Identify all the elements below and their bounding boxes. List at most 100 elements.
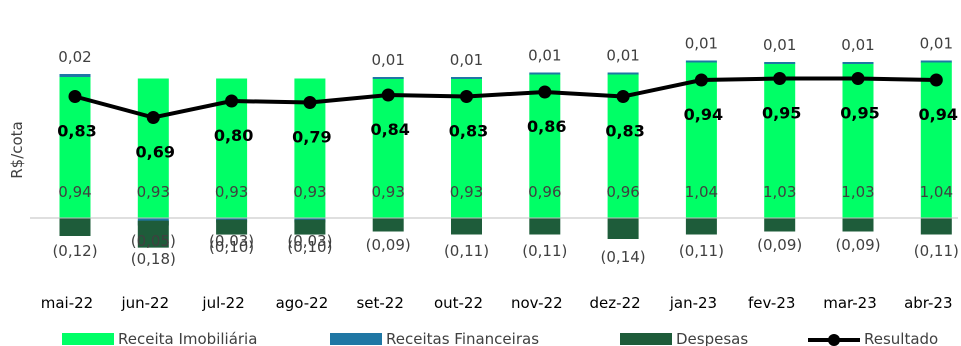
label-despesas: (0,09) (366, 236, 411, 254)
bar-receita-imobiliaria (920, 62, 952, 218)
bar-receitas-financeiras (372, 77, 404, 79)
bar-despesas (294, 219, 326, 235)
bar-receitas-financeiras (607, 72, 639, 75)
bar-receitas-financeiras (59, 74, 91, 77)
bar-receitas-financeiras (685, 60, 717, 63)
resultado-line (74, 76, 937, 120)
resultado-point (225, 94, 239, 108)
bar-receita-imobiliaria (372, 78, 404, 218)
label-despesas: (0,11) (914, 242, 959, 260)
label-resultado: 0,84 (370, 120, 409, 139)
resultado-point (303, 96, 317, 109)
bar-despesas (842, 218, 874, 232)
x-tick-label: ago-22 (276, 294, 329, 312)
label-resultado: 0,69 (136, 143, 175, 162)
x-tick-label: jul-22 (201, 294, 244, 312)
x-tick-label: set-22 (356, 294, 403, 312)
bar-receita-imobiliaria (685, 62, 717, 218)
label-resultado: 0,94 (919, 105, 958, 124)
resultado-point (694, 73, 708, 87)
label-receitas-financeiras: (0,03) (287, 232, 332, 250)
bar-receitas-financeiras (451, 77, 482, 79)
bar-despesas (216, 219, 248, 235)
label-despesas: (0,11) (444, 242, 489, 260)
bar-receitas-financeiras (920, 60, 952, 63)
bar-despesas (920, 218, 952, 235)
label-despesas: (0,10) (209, 238, 254, 256)
x-tick-label: abr-23 (904, 294, 952, 312)
label-receitas-financeiras: (0,05) (131, 232, 176, 250)
resultado-point (616, 90, 630, 103)
bar-despesas (372, 218, 404, 232)
label-receitas-financeiras: 0,01 (685, 35, 718, 53)
label-receita-imobiliaria: 1,03 (763, 183, 796, 201)
x-tick-label: mai-22 (41, 294, 93, 312)
label-receita-imobiliaria: 0,94 (58, 183, 91, 201)
resultado-point (146, 111, 160, 124)
label-resultado: 0,83 (449, 122, 488, 141)
label-resultado: 0,79 (292, 128, 331, 147)
label-resultado: 0,83 (605, 122, 644, 141)
bar-despesas (685, 218, 717, 235)
label-despesas: (0,12) (52, 242, 97, 260)
x-tick-label: fev-23 (748, 294, 795, 312)
resultado-point (381, 88, 395, 102)
label-receita-imobiliaria: 1,04 (685, 183, 718, 201)
label-despesas: (0,09) (835, 236, 880, 254)
data-labels-layer: 0,94 0,02 (0,12) 0,93 (0,05)(0,18) 0,93 (0,03)… (52, 35, 958, 269)
legend-label: Receita Imobiliária (118, 330, 257, 346)
legend-label: Resultado (864, 330, 938, 346)
label-receita-imobiliaria: 0,96 (528, 183, 561, 201)
label-receita-imobiliaria: 1,04 (920, 183, 953, 201)
x-axis-ticks: mai-22 jun-22 jul-22 ago-22 set-22 out-22 nov-… (41, 294, 953, 312)
legend-swatch (330, 333, 382, 345)
label-receita-imobiliaria: 0,93 (215, 183, 248, 201)
bar-despesas (137, 220, 169, 248)
bar-receitas-financeiras (529, 72, 561, 75)
bar-despesas (451, 218, 482, 235)
resultado-point (851, 72, 865, 85)
label-receitas-financeiras: 0,01 (841, 36, 874, 54)
legend-swatch (62, 333, 114, 345)
legend-marker (828, 334, 840, 346)
label-resultado: 0,86 (527, 117, 566, 136)
label-resultado: 0,95 (762, 104, 801, 123)
x-tick-label: dez-22 (590, 294, 641, 312)
x-tick-label: out-22 (434, 294, 483, 312)
label-despesas: (0,10) (287, 238, 332, 256)
legend-label: Despesas (676, 330, 748, 346)
label-receitas-financeiras: 0,01 (528, 47, 561, 65)
label-receitas-financeiras: 0,01 (450, 51, 483, 69)
x-tick-label: jan-23 (669, 294, 717, 312)
bar-despesas (764, 218, 796, 232)
legend-label: Receitas Financeiras (386, 330, 539, 346)
x-tick-label: jun-22 (120, 294, 169, 312)
bar-receitas-financeiras (764, 62, 796, 64)
bars-layer (59, 60, 952, 248)
label-receita-imobiliaria: 0,93 (450, 183, 483, 201)
label-receitas-financeiras: 0,01 (371, 51, 404, 69)
resultado-line-layer: 0,83 0,69 0,80 0,79 0,84 0,83 0,86 0,83 0,94 0,95… (57, 72, 958, 162)
bar-receita-imobiliaria (842, 63, 874, 218)
x-tick-label: nov-22 (511, 294, 563, 312)
label-resultado: 0,83 (57, 122, 96, 141)
label-despesas: (0,11) (522, 242, 567, 260)
label-resultado: 0,94 (684, 105, 723, 124)
label-receitas-financeiras: 0,01 (920, 35, 953, 53)
label-receitas-financeiras: 0,01 (606, 47, 639, 65)
bar-despesas (59, 218, 91, 236)
y-axis-title: R$/cota (8, 121, 26, 179)
label-receitas-financeiras: 0,02 (58, 48, 91, 66)
legend: Receita Imobiliária Receitas Financeiras D… (62, 330, 938, 346)
resultado-point (929, 73, 943, 87)
bar-despesas (607, 218, 639, 239)
label-despesas: (0,11) (679, 242, 724, 260)
label-receita-imobiliaria: 1,03 (841, 183, 874, 201)
label-receitas-financeiras: (0,03) (209, 232, 254, 250)
bar-despesas (529, 218, 561, 235)
legend-swatch (620, 333, 672, 345)
bar-receitas-financeiras (842, 62, 874, 64)
resultado-point (538, 85, 552, 99)
label-despesas: (0,09) (757, 236, 802, 254)
